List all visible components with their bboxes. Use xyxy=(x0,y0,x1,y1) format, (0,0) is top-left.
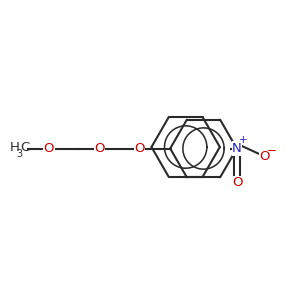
Text: C: C xyxy=(20,140,29,154)
Text: O: O xyxy=(259,150,270,163)
Bar xyxy=(43,141,55,156)
Text: O: O xyxy=(94,142,105,155)
Text: O: O xyxy=(232,176,242,189)
Bar xyxy=(134,141,145,156)
Text: 3: 3 xyxy=(17,149,23,160)
Bar xyxy=(94,141,105,156)
Text: O: O xyxy=(44,142,54,155)
Text: H: H xyxy=(10,140,20,154)
Bar xyxy=(232,141,242,156)
Bar xyxy=(260,150,269,164)
Text: +: + xyxy=(239,135,248,145)
Text: O: O xyxy=(134,142,145,155)
Bar xyxy=(232,176,242,190)
Text: N: N xyxy=(232,142,242,155)
Text: −: − xyxy=(267,144,277,157)
